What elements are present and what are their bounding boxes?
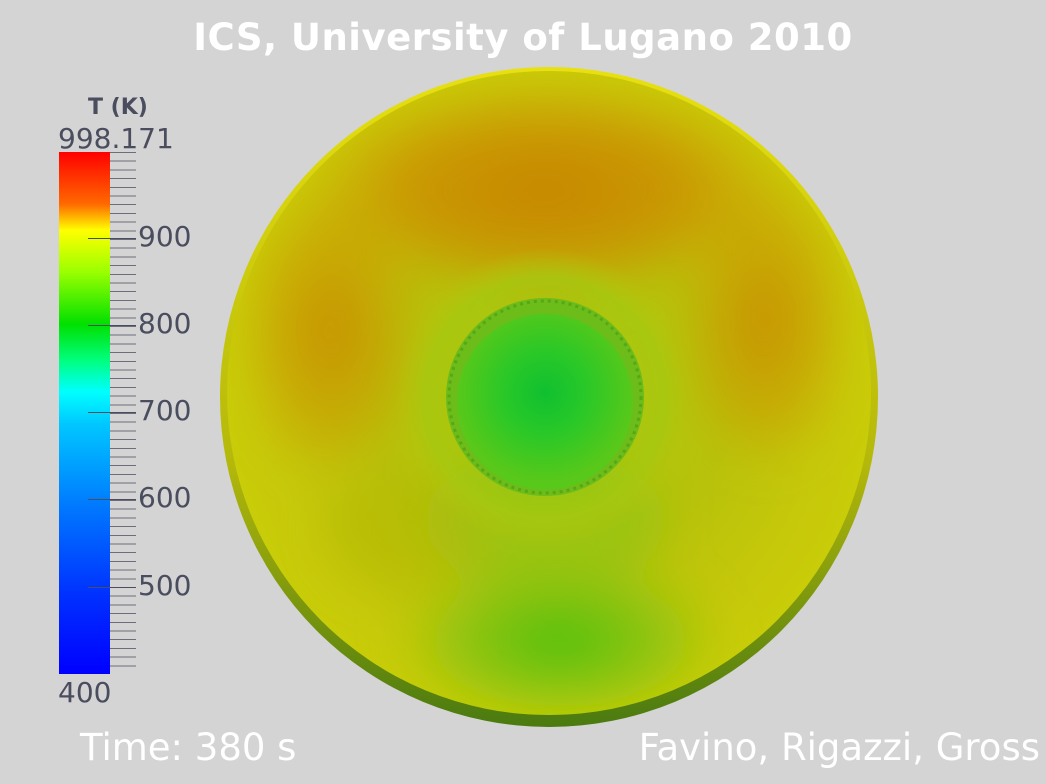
legend-title: T (K) — [88, 95, 148, 120]
tick-label-500: 500 — [138, 568, 192, 602]
tick-label-600: 600 — [138, 481, 192, 515]
colorbar-ticks — [110, 152, 136, 674]
tick-label-800: 800 — [138, 306, 192, 340]
major-tick-700 — [88, 412, 136, 413]
tick-label-700: 700 — [138, 394, 192, 428]
tick-label-900: 900 — [138, 219, 192, 253]
major-tick-600 — [88, 499, 136, 500]
core-region — [457, 314, 633, 490]
major-tick-800 — [88, 325, 136, 326]
authors-label: Favino, Rigazzi, Gross — [638, 726, 1040, 769]
legend-max-label: 998.171 — [58, 122, 174, 155]
legend-min-label: 400 — [58, 676, 112, 709]
time-label: Time: 380 s — [80, 726, 297, 769]
page-title: ICS, University of Lugano 2010 — [193, 16, 853, 59]
major-tick-500 — [88, 587, 136, 588]
colorbar — [59, 152, 110, 674]
major-tick-900 — [88, 238, 136, 239]
